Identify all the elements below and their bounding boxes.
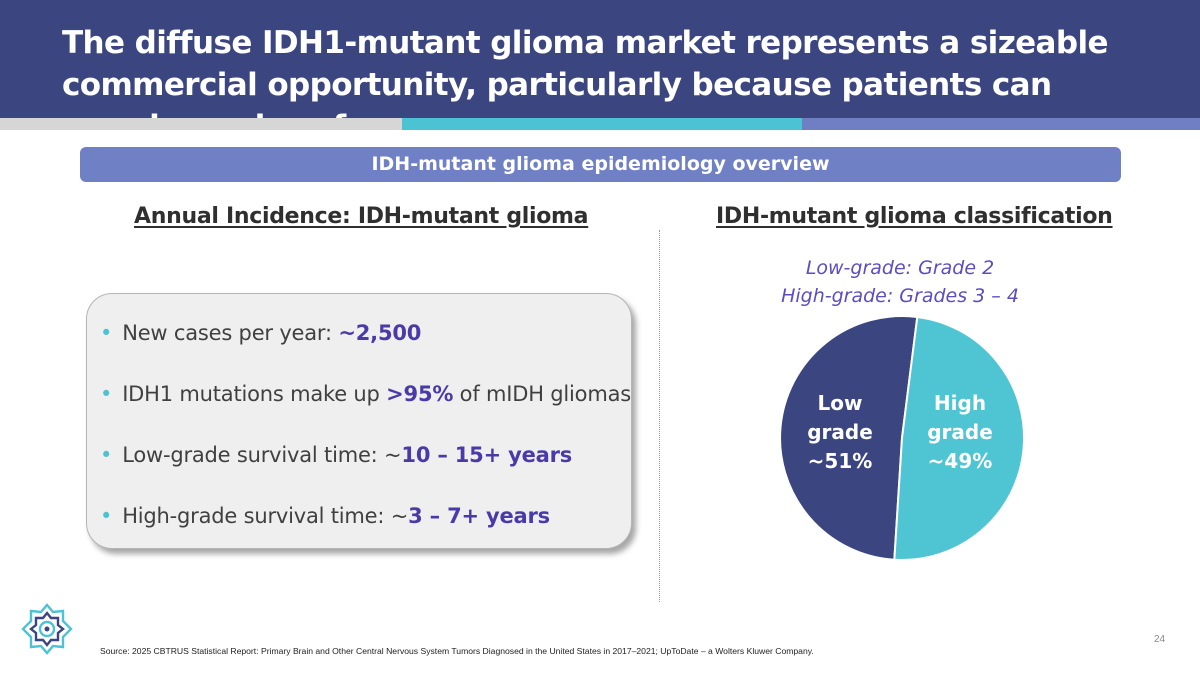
classification-heading: IDH-mutant glioma classification <box>716 204 1113 229</box>
classification-high-grade: High-grade: Grades 3 – 4 <box>781 285 1019 307</box>
page-number: 24 <box>1154 634 1166 645</box>
incidence-bullet-list: • New cases per year: ~2,500 • IDH1 mutati… <box>100 318 631 562</box>
pie-label-high-grade: High grade ~49% <box>927 391 993 473</box>
bullet-dot-icon: • <box>100 321 113 345</box>
bullet-new-cases: • New cases per year: ~2,500 <box>100 321 422 345</box>
accent-band-gray <box>0 118 402 130</box>
source-citation: Source: 2025 CBTRUS Statistical Report: … <box>100 646 814 656</box>
pie-label-low-grade: Low grade ~51% <box>807 391 873 473</box>
column-divider <box>659 230 660 602</box>
company-logo-icon <box>21 603 73 655</box>
incidence-facts-box <box>86 293 632 549</box>
bullet-dot-icon: • <box>100 382 113 406</box>
bullet-high-grade-survival: • High-grade survival time: ~3 – 7+ years <box>100 504 550 528</box>
bullet-idh1-share: • IDH1 mutations make up >95% of mIDH gli… <box>100 382 631 406</box>
pie-slice-high-grade <box>893 315 1026 561</box>
incidence-heading: Annual Incidence: IDH-mutant glioma <box>134 204 589 229</box>
bullet-low-grade-survival: • Low-grade survival time: ~10 – 15+ year… <box>100 443 573 467</box>
slide-title: The diffuse IDH1-mutant glioma market re… <box>62 25 1109 145</box>
header-bar: The diffuse IDH1-mutant glioma market re… <box>0 0 1200 145</box>
classification-low-grade: Low-grade: Grade 2 <box>805 257 995 279</box>
grade-pie-chart: Low grade ~51% High grade ~49% <box>779 315 1026 561</box>
accent-band-blue <box>802 118 1200 130</box>
accent-band-teal <box>402 118 802 130</box>
pie-slice-low-grade <box>779 315 919 561</box>
bullet-dot-icon: • <box>100 504 113 528</box>
bullet-dot-icon: • <box>100 443 113 467</box>
section-banner: IDH-mutant glioma epidemiology overview <box>80 147 1121 182</box>
